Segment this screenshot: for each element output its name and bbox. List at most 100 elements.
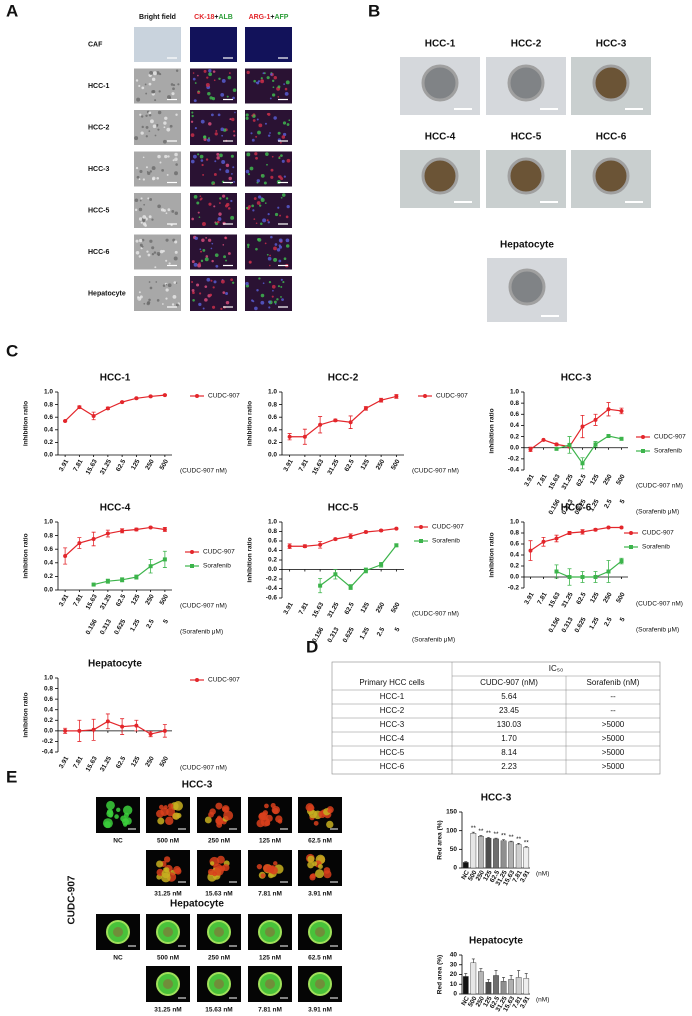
y-axis-label: inhibition ratio xyxy=(489,408,496,453)
y-tick-label: 0.0 xyxy=(44,728,53,735)
point xyxy=(363,529,368,534)
cell-cluster xyxy=(157,817,165,825)
cell xyxy=(200,259,204,263)
cell xyxy=(165,259,168,262)
table-cell: -- xyxy=(610,692,616,701)
point xyxy=(348,534,353,539)
x-tick-label: 125 xyxy=(130,593,142,606)
x-tick-label: 7.81 xyxy=(298,601,311,616)
x-tick-label: 15.63 xyxy=(311,458,325,476)
cell xyxy=(144,224,147,227)
cell xyxy=(207,238,212,242)
row-label: HCC-6 xyxy=(88,249,109,256)
point xyxy=(394,526,399,531)
point xyxy=(619,408,624,413)
point xyxy=(162,728,167,733)
x-tick-label: 0.313 xyxy=(99,618,113,636)
cell xyxy=(204,257,209,262)
row-label: HCC-2 xyxy=(88,124,109,131)
cell xyxy=(194,127,197,130)
image-label: 31.25 nM xyxy=(154,891,181,898)
cell-cluster xyxy=(327,808,333,813)
cell xyxy=(142,178,146,181)
cell-cluster xyxy=(314,869,325,879)
cell xyxy=(199,154,204,159)
x-tick-label: 2.5 xyxy=(603,616,614,628)
cell xyxy=(233,134,236,137)
y-tick-label: 0.6 xyxy=(44,696,53,703)
micrograph xyxy=(190,151,237,187)
cell xyxy=(225,169,230,174)
legend-marker xyxy=(641,435,645,439)
x-tick-label: 125 xyxy=(482,995,494,1008)
point xyxy=(606,434,611,439)
cell xyxy=(172,84,176,87)
cell xyxy=(248,205,251,209)
error-bar xyxy=(471,958,475,963)
cell xyxy=(201,238,205,243)
point xyxy=(77,728,82,733)
spheroid-label: HCC-1 xyxy=(425,39,456,50)
cell xyxy=(137,296,142,301)
point xyxy=(394,394,399,399)
cell xyxy=(282,132,287,137)
point xyxy=(580,461,585,466)
cell xyxy=(223,255,227,259)
cell xyxy=(278,259,282,263)
point xyxy=(528,447,533,452)
cell xyxy=(197,90,200,93)
cell xyxy=(262,282,265,285)
cell xyxy=(273,116,277,120)
cell xyxy=(199,292,202,295)
cell-cluster xyxy=(216,821,223,828)
x-tick-label: 125 xyxy=(360,601,372,614)
cell xyxy=(199,198,202,201)
cell xyxy=(257,80,261,83)
cell xyxy=(215,129,218,132)
legend-marker xyxy=(629,545,633,549)
chart-title: HCC-3 xyxy=(561,373,592,384)
cell-cluster xyxy=(309,874,316,881)
cell-cluster xyxy=(265,814,273,822)
series-line xyxy=(556,435,622,465)
y-tick-label: 0.0 xyxy=(510,444,519,451)
micrograph xyxy=(134,276,181,311)
cell xyxy=(149,286,153,290)
cell xyxy=(192,72,195,74)
point xyxy=(606,525,611,530)
error-bar xyxy=(524,973,528,979)
y-tick-label: 0 xyxy=(453,865,457,872)
cell xyxy=(218,212,222,216)
legend-marker xyxy=(641,449,645,453)
cell xyxy=(260,293,265,298)
cell xyxy=(233,180,236,183)
point xyxy=(120,724,125,729)
cell xyxy=(255,222,258,225)
point xyxy=(541,539,546,544)
y-tick-label: 0.2 xyxy=(44,439,53,446)
cell xyxy=(138,238,143,243)
point xyxy=(348,420,353,425)
cell xyxy=(156,299,160,302)
cell xyxy=(138,84,141,88)
cell xyxy=(265,152,269,156)
cell xyxy=(260,222,263,226)
cell xyxy=(167,208,171,212)
chart-title: Hepatocyte xyxy=(88,659,142,670)
cell xyxy=(260,198,265,202)
x-tick-label: 250 xyxy=(144,755,156,768)
cell xyxy=(203,135,207,139)
cell xyxy=(224,236,227,240)
cell xyxy=(260,173,265,178)
cell xyxy=(232,130,236,133)
cell xyxy=(148,281,151,283)
cell xyxy=(280,177,284,181)
cell xyxy=(155,281,158,283)
point xyxy=(348,585,353,590)
cell xyxy=(202,222,206,226)
y-tick-label: 0.6 xyxy=(268,538,277,545)
cell xyxy=(251,204,254,208)
column-header: Bright field xyxy=(139,14,176,21)
image-label: 500 nM xyxy=(157,955,179,962)
